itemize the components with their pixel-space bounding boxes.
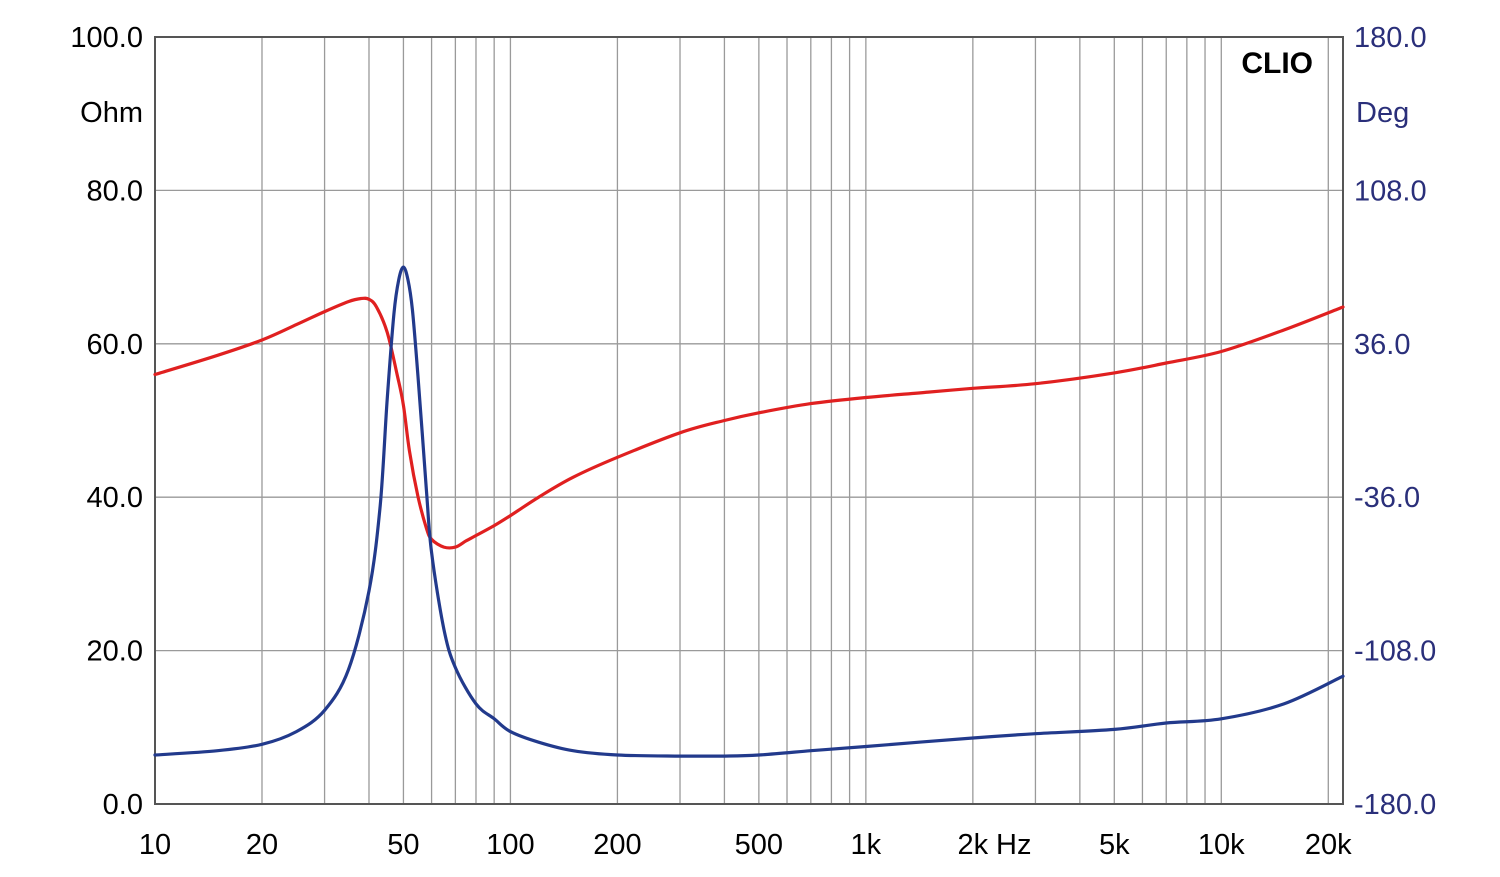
brand-label: CLIO xyxy=(1241,47,1313,80)
impedance-curve xyxy=(153,296,1345,550)
x-tick-label: 20 xyxy=(246,829,278,861)
y-left-tick-label: 40.0 xyxy=(87,482,143,514)
x-tick-label: 200 xyxy=(593,829,641,861)
labels-layer: CLIO Ohm Deg Hz 10 20 50 100 200 500 1k 2k 5k 10k… xyxy=(70,22,1436,861)
x-tick-label: 1k xyxy=(851,829,882,861)
x-tick-label: 2k xyxy=(958,829,989,861)
plot-frame xyxy=(154,36,1344,805)
x-tick-label: 10k xyxy=(1198,829,1245,861)
y-left-tick-label: 80.0 xyxy=(87,175,143,207)
x-tick-label: 500 xyxy=(735,829,783,861)
y-left-tick-label: 20.0 xyxy=(87,636,143,668)
y-right-tick-label: 108.0 xyxy=(1354,175,1427,207)
phase-curve xyxy=(153,265,1345,758)
y-right-tick-label: -180.0 xyxy=(1354,789,1436,821)
grid xyxy=(155,37,1343,804)
y-left-unit-label: Ohm xyxy=(80,97,143,129)
y-right-unit-label: Deg xyxy=(1356,97,1409,129)
y-right-tick-label: -108.0 xyxy=(1354,636,1436,668)
x-tick-label: 50 xyxy=(387,829,419,861)
y-right-tick-label: -36.0 xyxy=(1354,482,1420,514)
x-tick-label: 10 xyxy=(139,829,171,861)
x-tick-label: 100 xyxy=(486,829,534,861)
y-left-tick-label: 60.0 xyxy=(87,329,143,361)
x-tick-label: 5k xyxy=(1099,829,1130,861)
y-left-tick-label: 100.0 xyxy=(70,22,143,54)
y-left-tick-label: 0.0 xyxy=(103,789,143,821)
x-unit-label: Hz xyxy=(996,829,1031,861)
x-tick-label: 20k xyxy=(1305,829,1352,861)
series-layer xyxy=(153,265,1345,758)
y-right-tick-label: 180.0 xyxy=(1354,22,1427,54)
y-right-tick-label: 36.0 xyxy=(1354,329,1410,361)
